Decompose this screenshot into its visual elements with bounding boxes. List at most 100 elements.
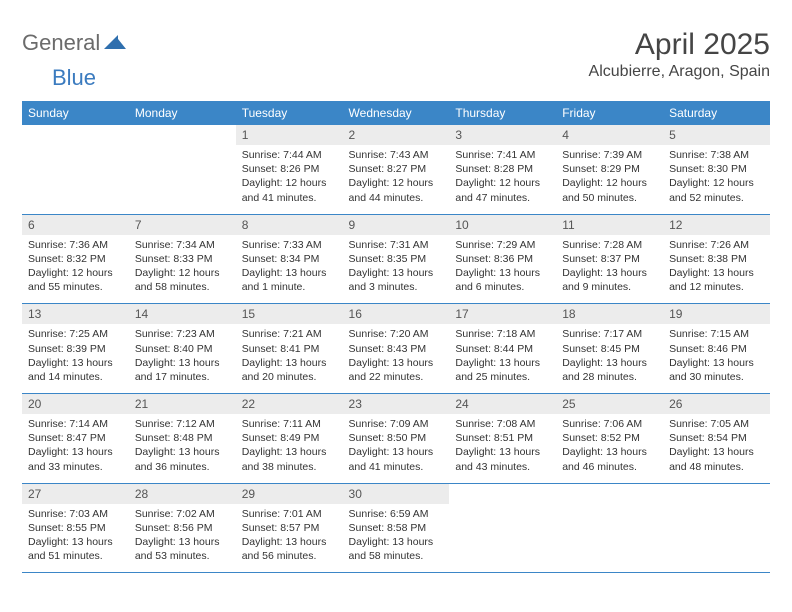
day-content: Sunrise: 7:34 AMSunset: 8:33 PMDaylight:… — [129, 235, 236, 304]
sunrise-line: Sunrise: 7:34 AM — [135, 238, 230, 252]
day-number: 5 — [663, 125, 770, 145]
daynum-cell: 14 — [129, 304, 236, 325]
sunset-line: Sunset: 8:56 PM — [135, 521, 230, 535]
sunset-line: Sunset: 8:34 PM — [242, 252, 337, 266]
weekday-header: Sunday — [22, 101, 129, 125]
weekday-header: Thursday — [449, 101, 556, 125]
daylight-line: Daylight: 13 hours and 38 minutes. — [242, 445, 337, 473]
day-content: Sunrise: 7:14 AMSunset: 8:47 PMDaylight:… — [22, 414, 129, 483]
day-cell: Sunrise: 7:39 AMSunset: 8:29 PMDaylight:… — [556, 145, 663, 214]
daynum-cell: 16 — [343, 304, 450, 325]
calendar-page: General April 2025 Alcubierre, Aragon, S… — [0, 0, 792, 593]
sunset-line: Sunset: 8:30 PM — [669, 162, 764, 176]
day-number: 15 — [236, 304, 343, 324]
weekday-header-row: Sunday Monday Tuesday Wednesday Thursday… — [22, 101, 770, 125]
daynum-cell: 18 — [556, 304, 663, 325]
daynum-cell — [129, 125, 236, 145]
daynum-row: 13141516171819 — [22, 304, 770, 325]
day-cell: Sunrise: 7:17 AMSunset: 8:45 PMDaylight:… — [556, 324, 663, 393]
daylight-line: Daylight: 13 hours and 51 minutes. — [28, 535, 123, 563]
week-row: Sunrise: 7:03 AMSunset: 8:55 PMDaylight:… — [22, 504, 770, 573]
daylight-line: Daylight: 13 hours and 22 minutes. — [349, 356, 444, 384]
daylight-line: Daylight: 13 hours and 30 minutes. — [669, 356, 764, 384]
day-content: Sunrise: 7:20 AMSunset: 8:43 PMDaylight:… — [343, 324, 450, 393]
daynum-cell — [556, 483, 663, 504]
day-content: Sunrise: 7:11 AMSunset: 8:49 PMDaylight:… — [236, 414, 343, 483]
day-cell: Sunrise: 7:21 AMSunset: 8:41 PMDaylight:… — [236, 324, 343, 393]
daynum-cell: 27 — [22, 483, 129, 504]
day-content: Sunrise: 7:39 AMSunset: 8:29 PMDaylight:… — [556, 145, 663, 214]
day-content — [556, 504, 663, 560]
weekday-header: Wednesday — [343, 101, 450, 125]
brand-word-1: General — [22, 30, 100, 56]
day-number: 18 — [556, 304, 663, 324]
daynum-cell: 19 — [663, 304, 770, 325]
day-number: 27 — [22, 484, 129, 504]
daynum-cell: 7 — [129, 214, 236, 235]
sunset-line: Sunset: 8:38 PM — [669, 252, 764, 266]
sunrise-line: Sunrise: 7:05 AM — [669, 417, 764, 431]
week-row: Sunrise: 7:14 AMSunset: 8:47 PMDaylight:… — [22, 414, 770, 483]
daylight-line: Daylight: 13 hours and 17 minutes. — [135, 356, 230, 384]
location-subtitle: Alcubierre, Aragon, Spain — [589, 63, 770, 81]
day-content: Sunrise: 7:06 AMSunset: 8:52 PMDaylight:… — [556, 414, 663, 483]
day-number: 11 — [556, 215, 663, 235]
sunrise-line: Sunrise: 7:31 AM — [349, 238, 444, 252]
day-number — [556, 484, 663, 490]
day-cell: Sunrise: 7:28 AMSunset: 8:37 PMDaylight:… — [556, 235, 663, 304]
daynum-cell: 5 — [663, 125, 770, 145]
sunrise-line: Sunrise: 7:26 AM — [669, 238, 764, 252]
daynum-cell — [22, 125, 129, 145]
sunset-line: Sunset: 8:41 PM — [242, 342, 337, 356]
sunset-line: Sunset: 8:39 PM — [28, 342, 123, 356]
daylight-line: Daylight: 12 hours and 58 minutes. — [135, 266, 230, 294]
brand-logo: General — [22, 28, 128, 56]
calendar-head: Sunday Monday Tuesday Wednesday Thursday… — [22, 101, 770, 125]
day-content — [449, 504, 556, 560]
day-number: 19 — [663, 304, 770, 324]
sunset-line: Sunset: 8:28 PM — [455, 162, 550, 176]
daylight-line: Daylight: 12 hours and 55 minutes. — [28, 266, 123, 294]
day-cell: Sunrise: 7:12 AMSunset: 8:48 PMDaylight:… — [129, 414, 236, 483]
day-number: 24 — [449, 394, 556, 414]
daylight-line: Daylight: 13 hours and 58 minutes. — [349, 535, 444, 563]
sunset-line: Sunset: 8:57 PM — [242, 521, 337, 535]
sunrise-line: Sunrise: 7:02 AM — [135, 507, 230, 521]
sunrise-line: Sunrise: 7:28 AM — [562, 238, 657, 252]
sunrise-line: Sunrise: 7:09 AM — [349, 417, 444, 431]
day-number: 8 — [236, 215, 343, 235]
day-content: Sunrise: 7:23 AMSunset: 8:40 PMDaylight:… — [129, 324, 236, 393]
day-cell — [129, 145, 236, 214]
day-content: Sunrise: 7:31 AMSunset: 8:35 PMDaylight:… — [343, 235, 450, 304]
day-number: 21 — [129, 394, 236, 414]
sunset-line: Sunset: 8:45 PM — [562, 342, 657, 356]
sunset-line: Sunset: 8:54 PM — [669, 431, 764, 445]
day-cell: Sunrise: 7:44 AMSunset: 8:26 PMDaylight:… — [236, 145, 343, 214]
daynum-row: 20212223242526 — [22, 394, 770, 415]
day-content: Sunrise: 7:38 AMSunset: 8:30 PMDaylight:… — [663, 145, 770, 214]
day-content: Sunrise: 7:12 AMSunset: 8:48 PMDaylight:… — [129, 414, 236, 483]
daylight-line: Daylight: 13 hours and 41 minutes. — [349, 445, 444, 473]
day-content: Sunrise: 6:59 AMSunset: 8:58 PMDaylight:… — [343, 504, 450, 573]
day-number: 12 — [663, 215, 770, 235]
day-content: Sunrise: 7:17 AMSunset: 8:45 PMDaylight:… — [556, 324, 663, 393]
daynum-cell: 10 — [449, 214, 556, 235]
day-content: Sunrise: 7:43 AMSunset: 8:27 PMDaylight:… — [343, 145, 450, 214]
sunrise-line: Sunrise: 7:18 AM — [455, 327, 550, 341]
daylight-line: Daylight: 13 hours and 53 minutes. — [135, 535, 230, 563]
day-number: 20 — [22, 394, 129, 414]
daylight-line: Daylight: 13 hours and 48 minutes. — [669, 445, 764, 473]
daylight-line: Daylight: 13 hours and 43 minutes. — [455, 445, 550, 473]
day-number — [129, 125, 236, 131]
day-cell: Sunrise: 7:03 AMSunset: 8:55 PMDaylight:… — [22, 504, 129, 573]
day-cell: Sunrise: 7:02 AMSunset: 8:56 PMDaylight:… — [129, 504, 236, 573]
day-content: Sunrise: 7:44 AMSunset: 8:26 PMDaylight:… — [236, 145, 343, 214]
day-number: 7 — [129, 215, 236, 235]
day-content: Sunrise: 7:41 AMSunset: 8:28 PMDaylight:… — [449, 145, 556, 214]
sunrise-line: Sunrise: 7:14 AM — [28, 417, 123, 431]
daynum-cell: 24 — [449, 394, 556, 415]
daylight-line: Daylight: 13 hours and 12 minutes. — [669, 266, 764, 294]
daynum-cell: 13 — [22, 304, 129, 325]
title-block: April 2025 Alcubierre, Aragon, Spain — [589, 28, 770, 81]
day-number: 14 — [129, 304, 236, 324]
